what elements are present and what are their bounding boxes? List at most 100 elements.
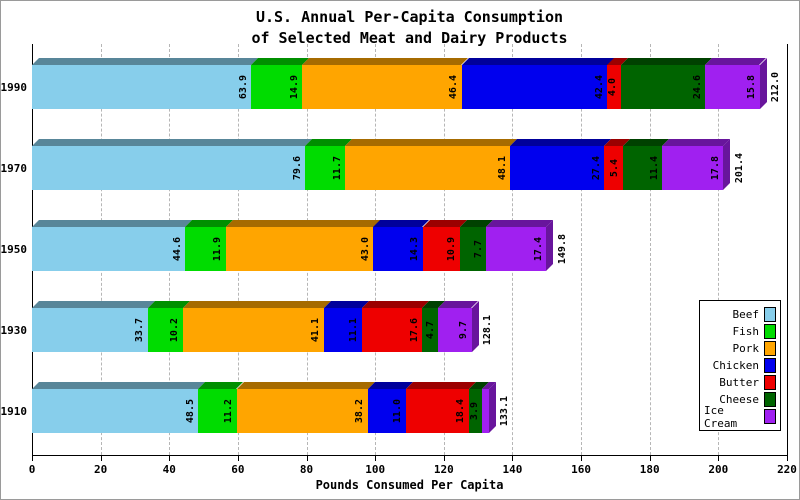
bar-end-face — [488, 382, 496, 433]
bar-segment-top-bevel — [486, 220, 554, 227]
gridline — [581, 44, 583, 455]
segment-value-label-text: 11.7 — [331, 155, 343, 181]
bar-segment — [345, 146, 511, 190]
chart-title: U.S. Annual Per-Capita Consumption of Se… — [32, 7, 787, 49]
bar-segment — [461, 65, 608, 109]
segment-value-label-text: 9.7 — [458, 320, 470, 340]
x-tick-label: 140 — [502, 463, 523, 476]
segment-value-label: 11.7 — [330, 146, 344, 190]
segment-value-label: 11.0 — [391, 389, 405, 433]
bar-segment-top-bevel — [461, 58, 615, 65]
legend-label: Butter — [719, 376, 759, 389]
legend-item: Fish — [704, 323, 776, 340]
segment-value-label-text: 27.4 — [590, 155, 602, 181]
bar-segment-top-bevel — [361, 301, 430, 308]
bar-segment — [32, 227, 186, 271]
legend-label: Chicken — [712, 359, 759, 372]
segment-value-label: 63.9 — [236, 65, 250, 109]
legend-item: Cheese — [704, 391, 776, 408]
x-axis-title: Pounds Consumed Per Capita — [315, 478, 504, 492]
x-tick-label: 60 — [231, 463, 245, 476]
segment-value-label-text: 44.6 — [171, 236, 183, 262]
segment-value-label: 48.5 — [183, 389, 197, 433]
segment-value-label-text: 48.1 — [496, 155, 508, 181]
segment-value-label-text: 4.7 — [424, 320, 436, 340]
segment-value-label: 43.0 — [358, 227, 372, 271]
bar-segment — [422, 308, 439, 352]
bar-segment-top-bevel — [182, 301, 331, 308]
bar-total-label: 201.4 — [732, 146, 746, 190]
segment-value-label-text: 41.1 — [310, 317, 322, 343]
bar-segment — [32, 389, 199, 433]
x-tick-label: 160 — [571, 463, 592, 476]
bar-segment — [607, 65, 621, 109]
bar-segment-top-bevel — [32, 58, 259, 65]
segment-value-label-text: 43.0 — [359, 236, 371, 262]
y-axis-category-label: 1990 — [0, 80, 28, 94]
segment-value-label: 14.3 — [408, 227, 422, 271]
segment-value-label: 79.6 — [290, 146, 304, 190]
bar-segment — [459, 227, 487, 271]
segment-value-label: 10.9 — [445, 227, 459, 271]
segment-value-label: 41.1 — [309, 308, 323, 352]
legend-item: Ice Cream — [704, 404, 776, 430]
bar-total-label-text: 201.4 — [733, 152, 745, 184]
legend-label: Cheese — [719, 393, 759, 406]
y-axis-category-label: 1970 — [0, 161, 28, 175]
segment-value-label: 9.7 — [457, 308, 471, 352]
bar-segment — [185, 227, 226, 271]
bar-segment — [361, 308, 423, 352]
bar-segment — [373, 227, 423, 271]
bar-segment — [302, 65, 462, 109]
x-axis-tick — [443, 455, 445, 461]
segment-value-label: 33.7 — [133, 308, 147, 352]
bar-total-label-text: 149.8 — [556, 233, 568, 265]
segment-value-label: 27.4 — [589, 146, 603, 190]
bar-segment — [438, 308, 472, 352]
segment-value-label: 17.8 — [708, 146, 722, 190]
segment-value-label-text: 14.3 — [409, 236, 421, 262]
plot-right-border — [787, 44, 788, 455]
bar-segment-top-bevel — [705, 58, 767, 65]
legend-swatch — [764, 409, 776, 424]
segment-value-label-text: 5.4 — [609, 158, 621, 178]
x-axis-tick — [787, 455, 788, 461]
bar-segment — [323, 308, 362, 352]
segment-value-label: 11.2 — [222, 389, 236, 433]
bar-total-label: 128.1 — [481, 308, 495, 352]
segment-value-label-text: 24.6 — [691, 74, 703, 100]
bar-total-label-text: 212.0 — [770, 71, 782, 103]
bar-total-label-text: 128.1 — [482, 314, 494, 346]
segment-value-label: 42.4 — [592, 65, 606, 109]
segment-value-label-text: 17.6 — [408, 317, 420, 343]
x-tick-label: 20 — [94, 463, 108, 476]
x-axis-tick — [581, 455, 583, 461]
bar-segment — [486, 227, 547, 271]
segment-value-label-text: 11.2 — [223, 398, 235, 424]
bar-segment-top-bevel — [302, 58, 469, 65]
bar-segment — [225, 227, 374, 271]
segment-value-label: 5.4 — [608, 146, 622, 190]
bar-end-face — [723, 139, 731, 190]
segment-value-label: 11.1 — [347, 308, 361, 352]
segment-value-label-text: 79.6 — [291, 155, 303, 181]
segment-value-label-text: 17.4 — [532, 236, 544, 262]
bar-segment — [32, 146, 306, 190]
bar-total-label: 149.8 — [555, 227, 569, 271]
bar-segment — [367, 389, 406, 433]
segment-value-label-text: 11.4 — [648, 155, 660, 181]
chart-title-line1: U.S. Annual Per-Capita Consumption — [255, 8, 564, 26]
segment-value-label: 11.4 — [647, 146, 661, 190]
x-tick-label: 100 — [365, 463, 386, 476]
x-axis-tick — [306, 455, 308, 461]
bar-segment — [662, 146, 724, 190]
x-tick-label: 120 — [433, 463, 454, 476]
segment-value-label-text: 14.9 — [288, 74, 300, 100]
segment-value-label-text: 11.9 — [212, 236, 224, 262]
x-axis-tick — [32, 455, 33, 461]
segment-value-label-text: 7.7 — [472, 239, 484, 259]
bar-segment-top-bevel — [32, 220, 193, 227]
bar-segment — [705, 65, 760, 109]
x-axis-tick — [649, 455, 651, 461]
bar-segment-top-bevel — [345, 139, 518, 146]
